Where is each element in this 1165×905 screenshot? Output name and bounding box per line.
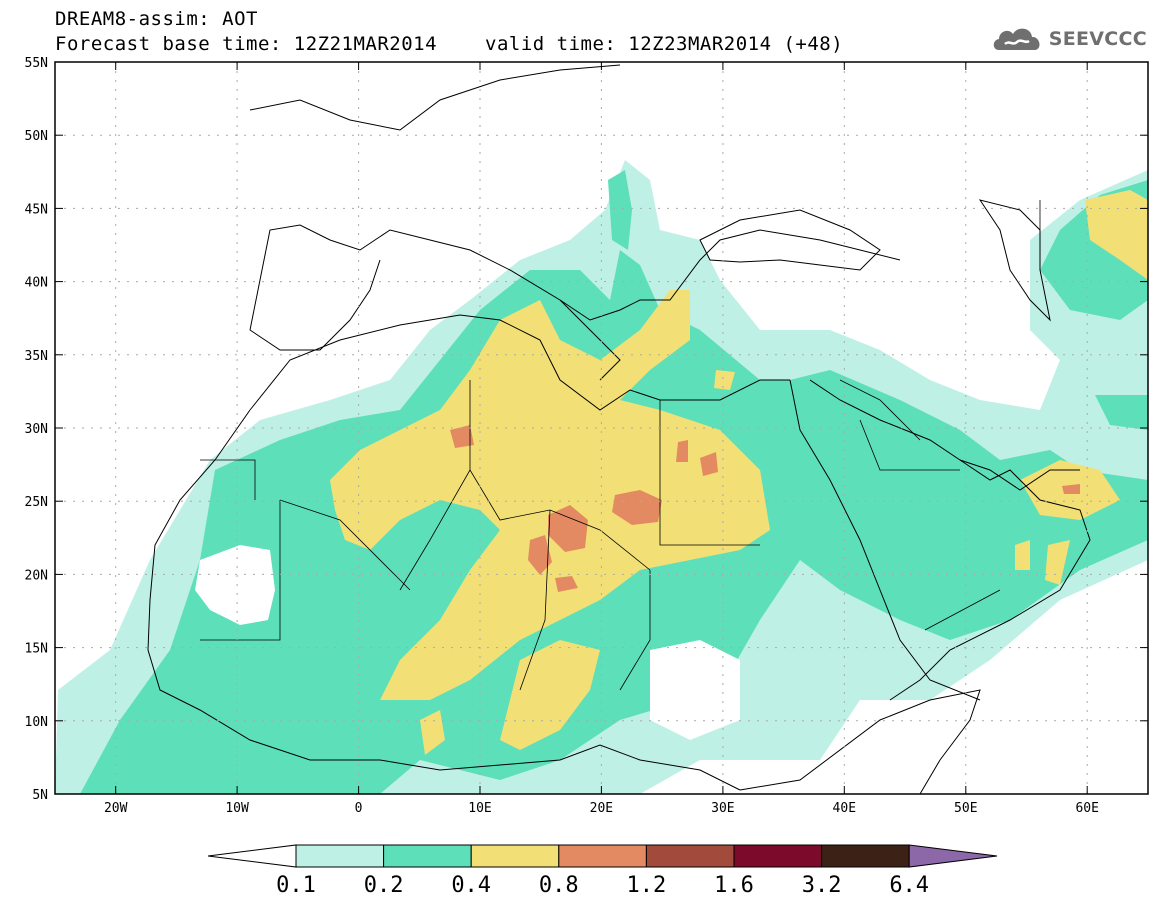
lon-label: 10E — [468, 801, 491, 816]
lon-label: 30E — [711, 801, 734, 816]
coast-black-sea — [699, 209, 881, 271]
colorbar-bin — [470, 844, 560, 868]
lat-label: 40N — [25, 276, 48, 291]
valid-time: valid time: 12Z23MAR2014 (+48) — [485, 33, 844, 55]
colorbar-label: 0.8 — [539, 873, 579, 898]
lat-label: 25N — [25, 495, 48, 510]
lon-label: 50E — [954, 801, 977, 816]
lon-label: 60E — [1075, 801, 1098, 816]
gridlines — [55, 62, 1148, 794]
lat-labels: 55N 50N 45N 40N 35N 30N 25N 20N 15N 10N … — [25, 56, 48, 803]
lon-label: 20W — [104, 801, 128, 816]
colorbar-label: 3.2 — [802, 873, 842, 898]
colorbar-label: 0.4 — [451, 873, 491, 898]
lat-ticks — [55, 61, 1148, 795]
lon-label: 40E — [833, 801, 856, 816]
coast-mediterranean-south — [249, 314, 790, 411]
map-title: DREAM8-assim: AOT — [55, 8, 258, 30]
coast-north-europe — [249, 64, 621, 131]
colorbar-label: 6.4 — [889, 873, 929, 898]
coast-caspian — [978, 199, 1051, 322]
coast-arabia — [809, 379, 1091, 701]
lat-label: 15N — [25, 642, 48, 657]
coast-iberia — [249, 259, 381, 351]
logo-text: SEEVCCC — [1048, 28, 1147, 50]
colorbar-labels: 0.1 0.2 0.4 0.8 1.2 1.6 3.2 6.4 — [276, 873, 929, 898]
coast-red-sea — [789, 379, 981, 701]
seevccc-logo: SEEVCCC — [991, 24, 1147, 54]
country-borders — [200, 200, 1041, 691]
lat-label: 30N — [25, 422, 48, 437]
aot-band-below-0.1 — [195, 545, 740, 740]
aot-band-0.8 — [450, 425, 1080, 592]
lat-label: 20N — [25, 568, 48, 583]
colorbar-bin — [295, 844, 385, 868]
lon-label: 0 — [355, 801, 363, 816]
colorbar-bin — [733, 844, 823, 868]
colorbar-label: 0.2 — [364, 873, 404, 898]
coastlines — [147, 64, 1091, 794]
colorbar-label: 0.1 — [276, 873, 316, 898]
colorbar-label: 1.2 — [627, 873, 667, 898]
lat-label: 55N — [25, 56, 48, 71]
colorbar-bin — [821, 844, 910, 868]
lon-label: 20E — [590, 801, 613, 816]
coast-west-africa — [147, 409, 741, 791]
colorbar-bin — [558, 844, 647, 868]
colorbar-label: 1.6 — [714, 873, 754, 898]
coast-italy — [559, 299, 621, 381]
lon-label: 10W — [225, 801, 249, 816]
colorbar-arrow-right — [908, 844, 998, 868]
coast-persian-gulf — [959, 459, 1080, 491]
colorbar-arrow-left — [207, 844, 297, 868]
colorbar-bin — [383, 844, 472, 868]
lat-label: 50N — [25, 129, 48, 144]
lon-labels: 20W 10W 0 10E 20E 30E 40E 50E 60E — [104, 801, 1099, 816]
cloud-icon — [993, 28, 1040, 50]
lat-label: 5N — [32, 788, 48, 803]
colorbar-bin — [645, 844, 735, 868]
lon-ticks — [115, 62, 1088, 794]
coast-east-africa — [739, 689, 981, 794]
colorbar — [207, 844, 998, 868]
lat-label: 10N — [25, 715, 48, 730]
forecast-base-time: Forecast base time: 12Z21MAR2014 — [55, 33, 438, 55]
lat-label: 45N — [25, 202, 48, 217]
lat-label: 35N — [25, 349, 48, 364]
